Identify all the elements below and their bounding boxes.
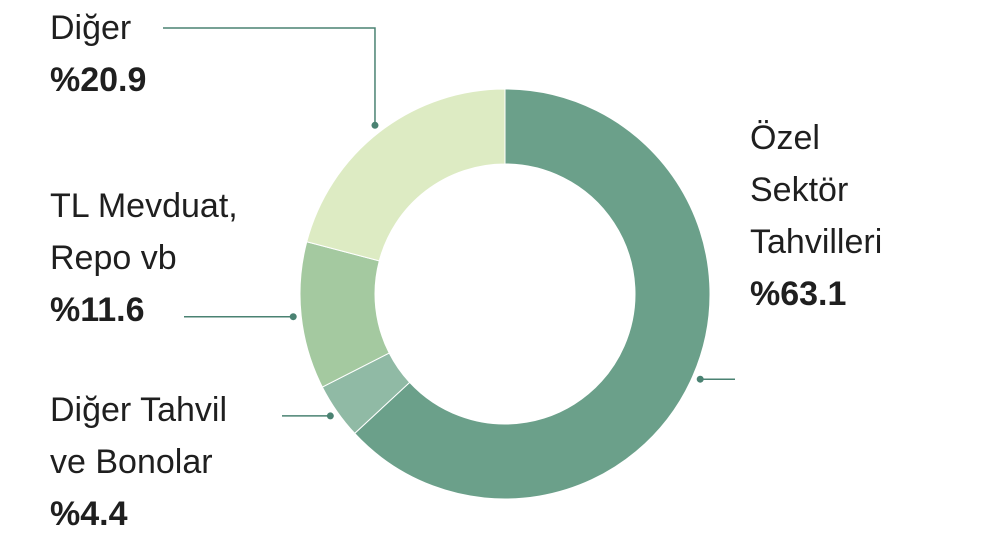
- label-diger: Diğer %20.9: [50, 2, 146, 106]
- slice-label-line: Repo vb: [50, 239, 177, 277]
- leader-dot: [289, 313, 297, 321]
- slice-diger: [306, 88, 506, 262]
- slice-label-line: Tahvilleri: [750, 223, 883, 261]
- slice-label-line: Sektör: [750, 171, 849, 209]
- slice-ozel-sektor: [353, 88, 711, 500]
- slice-label-line: Özel: [750, 119, 820, 157]
- slice-value: %11.6: [50, 291, 145, 329]
- slice-label-line: ve Bonolar: [50, 443, 213, 481]
- label-tl-mevduat: TL Mevduat, Repo vb %11.6: [50, 180, 238, 336]
- leader-line: [163, 27, 376, 126]
- leader-dot: [696, 375, 704, 383]
- slice-label-line: Diğer Tahvil: [50, 391, 228, 429]
- slice-label-line: TL Mevduat,: [50, 187, 238, 225]
- leader-dot: [371, 121, 379, 129]
- label-ozel-sektor: Özel Sektör Tahvilleri %63.1: [750, 112, 882, 320]
- slice-label-line: Diğer: [50, 9, 132, 47]
- slice-value: %20.9: [50, 61, 147, 99]
- slice-value: %4.4: [50, 495, 128, 533]
- label-diger-tahvil: Diğer Tahvil ve Bonolar %4.4: [50, 384, 227, 540]
- leader-dot: [326, 412, 334, 420]
- slice-value: %63.1: [750, 275, 847, 313]
